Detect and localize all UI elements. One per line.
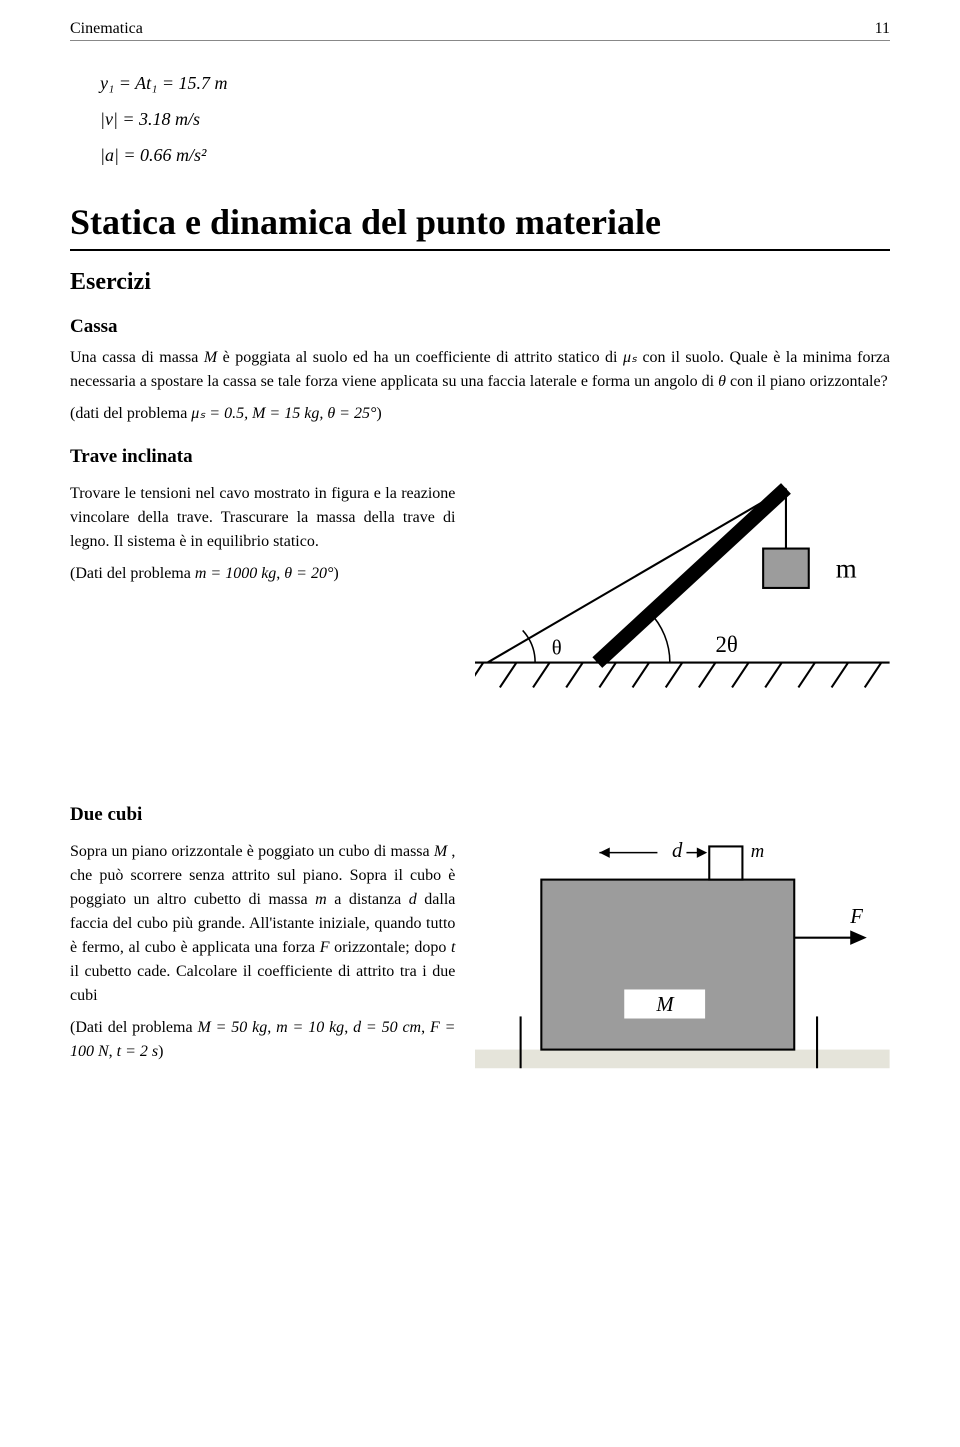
top-equations: y₁ = At₁ = 15.7 m |v| = 3.18 m/s |a| = 0…: [100, 65, 890, 173]
label-M: M: [656, 995, 676, 1017]
label-theta: θ: [552, 637, 562, 659]
header-left: Cinematica: [70, 20, 143, 38]
text: ,: [109, 1043, 117, 1060]
page-number: 11: [875, 20, 890, 38]
text: (Dati del problema: [70, 565, 195, 582]
text: ): [376, 405, 381, 422]
label-2theta: 2θ: [716, 632, 738, 657]
heading-trave: Trave inclinata: [70, 446, 890, 468]
eq-v: |v| = 3.18 m/s: [100, 101, 890, 137]
text: il cubetto cade. Calcolare il coefficien…: [70, 963, 455, 1004]
text: con il piano orizzontale?: [726, 373, 888, 390]
trave-data-m: m = 1000 kg: [195, 565, 276, 582]
text: ,: [344, 1019, 353, 1036]
section-exercises: Esercizi: [70, 269, 890, 296]
eq-y1: y₁ = At₁ = 15.7 m: [100, 65, 890, 101]
symbol-d: d: [409, 891, 417, 908]
trave-data-theta: θ = 20°: [284, 565, 333, 582]
label-m: m: [836, 554, 857, 584]
symbol-M: M: [434, 843, 447, 860]
cubi-data-M: M = 50 kg: [197, 1019, 267, 1036]
label-d: d: [672, 840, 683, 862]
text: ): [158, 1043, 163, 1060]
label-F: F: [850, 907, 864, 929]
text: (dati del problema: [70, 405, 191, 422]
cubi-data: (Dati del problema M = 50 kg, m = 10 kg,…: [70, 1016, 455, 1064]
text: ,: [267, 1019, 276, 1036]
heading-cubi: Due cubi: [70, 804, 890, 826]
symbol-t: t: [451, 939, 455, 956]
symbol-F: F: [320, 939, 330, 956]
cubi-data-d: d = 50 cm: [353, 1019, 421, 1036]
text: Una cassa di massa: [70, 349, 204, 366]
label-m-small: m: [751, 841, 764, 862]
text: Sopra un piano orizzontale è poggiato un…: [70, 843, 434, 860]
symbol-m: m: [315, 891, 327, 908]
text: a distanza: [327, 891, 409, 908]
cubi-data-t: t = 2 s: [117, 1043, 158, 1060]
cubi-paragraph: Sopra un piano orizzontale è poggiato un…: [70, 840, 455, 1008]
heading-cassa: Cassa: [70, 316, 890, 338]
text: (Dati del problema: [70, 1019, 197, 1036]
symbol-mu-s: μₛ: [623, 349, 637, 366]
symbol-M: M: [204, 349, 217, 366]
text: ,: [421, 1019, 430, 1036]
running-header: Cinematica 11: [70, 20, 890, 41]
symbol-theta: θ: [718, 373, 726, 390]
trave-figure: m θ 2θ: [475, 476, 890, 714]
cassa-paragraph: Una cassa di massa M è poggiata al suolo…: [70, 346, 890, 394]
cubi-data-m: m = 10 kg: [276, 1019, 344, 1036]
trave-data: (Dati del problema m = 1000 kg, θ = 20°): [70, 562, 455, 586]
text: è poggiata al suolo ed ha un coefficient…: [217, 349, 623, 366]
text: orizzontale; dopo: [330, 939, 451, 956]
trave-paragraph: Trovare le tensioni nel cavo mostrato in…: [70, 482, 455, 554]
cubi-figure: M d m F: [475, 834, 890, 1083]
chapter-title: Statica e dinamica del punto materiale: [70, 201, 890, 251]
cassa-data: (dati del problema μₛ = 0.5, M = 15 kg, …: [70, 402, 890, 426]
cassa-data-values: μₛ = 0.5, M = 15 kg, θ = 25°: [191, 405, 376, 422]
text: ): [333, 565, 338, 582]
eq-a: |a| = 0.66 m/s²: [100, 137, 890, 173]
